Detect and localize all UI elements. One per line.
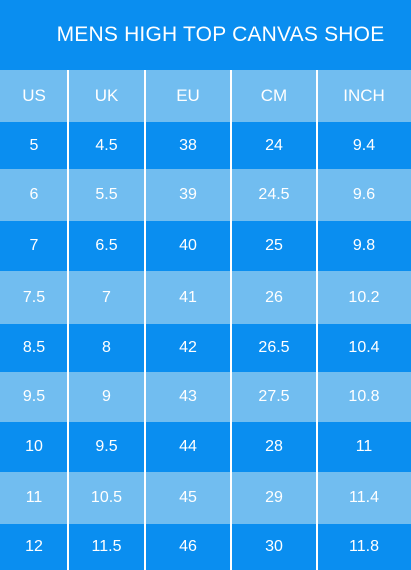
cell-inch: 11.8: [349, 538, 379, 555]
table-header-row: US UK EU CM INCH: [0, 70, 411, 122]
cell-uk: 9.5: [95, 438, 118, 455]
column-divider: [316, 70, 318, 570]
cell-cm: 24.5: [258, 186, 290, 203]
cell-us: 7: [29, 237, 39, 254]
table-row: 11 10.5 45 29 11.4: [0, 472, 411, 524]
cell-eu: 39: [179, 186, 197, 203]
cell-cm: 27.5: [258, 388, 290, 405]
table-row: 8.5 8 42 26.5 10.4: [0, 324, 411, 372]
table-row: 9.5 9 43 27.5 10.8: [0, 372, 411, 422]
cell-cm: 24: [265, 136, 283, 154]
cell-inch: 9.8: [352, 237, 376, 254]
table-row: 7.5 7 41 26 10.2: [0, 271, 411, 324]
cell-uk: 6.5: [95, 237, 118, 254]
cell-eu: 40: [179, 237, 197, 254]
cell-us: 8.5: [22, 339, 46, 356]
cell-eu: 41: [179, 288, 197, 306]
cell-cm: 26.5: [258, 339, 290, 356]
cell-uk: 10.5: [90, 489, 123, 506]
cell-eu: 45: [179, 489, 197, 506]
column-divider: [230, 70, 232, 570]
header-us: US: [22, 86, 46, 105]
cell-inch: 11: [355, 438, 373, 455]
cell-cm: 25: [265, 237, 283, 254]
chart-title: MENS HIGH TOP CANVAS SHOE: [56, 23, 385, 46]
cell-uk: 11.5: [91, 538, 122, 555]
header-eu: EU: [176, 86, 200, 105]
cell-us: 12: [25, 538, 43, 555]
cell-us: 6: [29, 186, 39, 203]
cell-uk: 5.5: [95, 186, 118, 203]
cell-us: 5: [29, 136, 39, 154]
cell-eu: 44: [179, 438, 197, 455]
table-row: 10 9.5 44 28 11: [0, 422, 411, 472]
cell-inch: 10.2: [348, 288, 380, 306]
cell-eu: 46: [179, 538, 197, 555]
cell-us: 9.5: [22, 388, 46, 405]
cell-eu: 38: [179, 136, 197, 154]
cell-cm: 28: [265, 438, 283, 455]
column-divider: [144, 70, 146, 570]
cell-uk: 4.5: [95, 136, 118, 154]
table-row: 6 5.5 39 24.5 9.6: [0, 169, 411, 221]
size-table: US UK EU CM INCH 5 4.5 38 24 9.4 6 5.5 3…: [0, 70, 411, 570]
cell-cm: 30: [265, 538, 283, 555]
cell-us: 7.5: [22, 288, 46, 306]
cell-inch: 9.4: [352, 136, 376, 154]
table-row: 7 6.5 40 25 9.8: [0, 221, 411, 271]
cell-inch: 9.6: [352, 186, 376, 203]
cell-inch: 11.4: [349, 489, 379, 506]
cell-uk: 9: [102, 388, 111, 405]
cell-cm: 29: [265, 489, 283, 506]
cell-inch: 10.4: [348, 339, 380, 356]
cell-us: 11: [25, 489, 43, 506]
column-divider: [67, 70, 69, 570]
cell-eu: 43: [179, 388, 197, 405]
cell-inch: 10.8: [348, 388, 380, 405]
header-cm: CM: [260, 86, 288, 105]
cell-us: 10: [25, 438, 43, 455]
table-row: 12 11.5 46 30 11.8: [0, 524, 411, 570]
cell-uk: 8: [102, 339, 111, 356]
header-inch: INCH: [343, 86, 385, 105]
cell-eu: 42: [179, 339, 197, 356]
table-row: 5 4.5 38 24 9.4: [0, 122, 411, 169]
header-uk: UK: [94, 86, 119, 105]
cell-cm: 26: [265, 288, 283, 306]
cell-uk: 7: [102, 288, 111, 306]
